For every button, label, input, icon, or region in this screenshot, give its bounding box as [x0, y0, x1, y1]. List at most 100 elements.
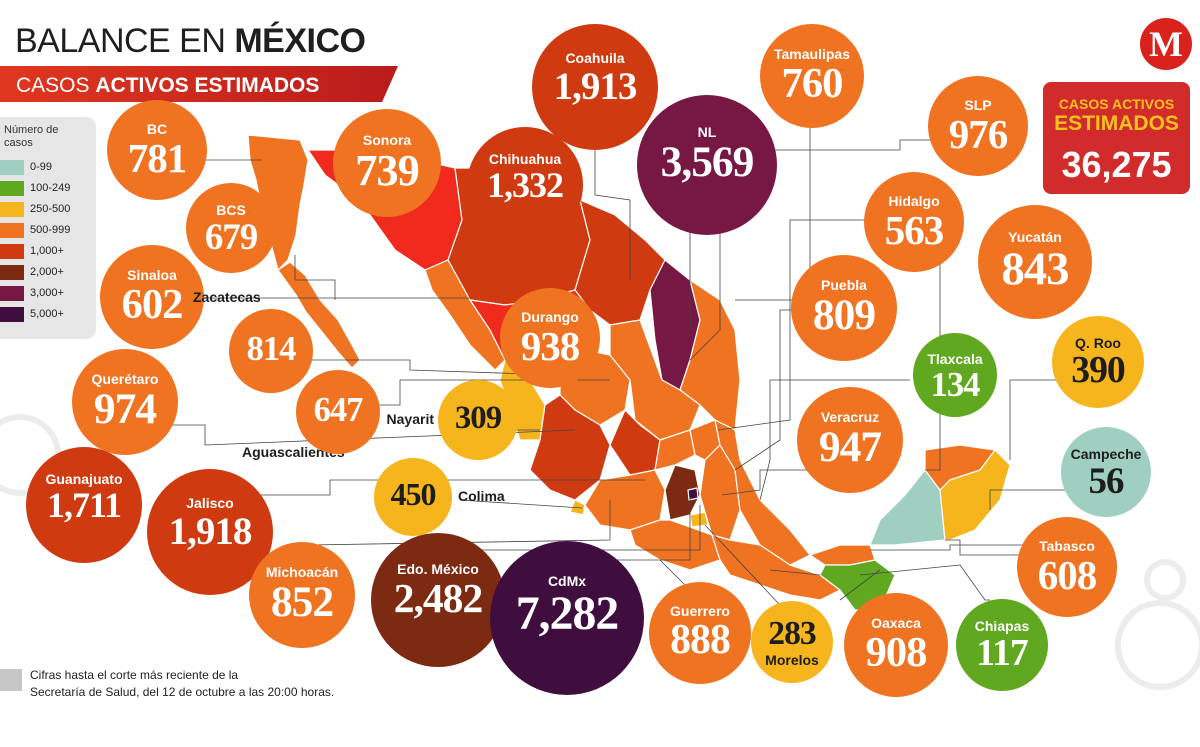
state-name: Q. Roo — [1075, 335, 1121, 352]
state-name: Yucatán — [1008, 228, 1062, 245]
legend-label: 2,000+ — [30, 266, 64, 278]
state-bubble-bc: BC 781 — [107, 100, 207, 200]
state-value: 117 — [976, 632, 1029, 675]
legend-swatch — [0, 201, 24, 217]
total-value: 36,275 — [1061, 144, 1172, 185]
state-value: 908 — [865, 628, 928, 676]
state-name: BCS — [216, 201, 246, 218]
state-value: 309 — [454, 399, 502, 436]
state-value: 3,569 — [660, 138, 755, 187]
state-bubble-tamaulipas: Tamaulipas 760 — [760, 24, 864, 128]
state-bubble-aguascalientes: 647 — [296, 370, 380, 454]
state-bubble-hidalgo: Hidalgo 563 — [864, 172, 964, 272]
footnote-line1: Cifras hasta el corte más reciente de la — [30, 668, 239, 682]
state-bubble-michoacán: Michoacán 852 — [249, 542, 355, 648]
state-name: Chihuahua — [488, 151, 562, 168]
state-value: 852 — [270, 578, 334, 627]
legend-swatch — [0, 180, 24, 196]
state-name: Tlaxcala — [927, 350, 983, 367]
state-name: Tamaulipas — [774, 45, 850, 62]
state-bubble-colima: 450 — [374, 458, 452, 536]
page-subtitle: CASOS ACTIVOS ESTIMADOS — [16, 74, 319, 98]
legend-item: 3,000+ — [0, 285, 64, 301]
state-bubble-puebla: Puebla 809 — [791, 255, 897, 361]
state-bubble-cdmx: CdMx 7,282 — [490, 541, 644, 695]
footnote: Cifras hasta el corte más reciente de la… — [30, 667, 334, 701]
state-value: 450 — [390, 477, 437, 513]
state-bubble-edo-méxico: Edo. México 2,482 — [371, 533, 505, 667]
state-value: 814 — [246, 330, 297, 369]
state-value: 1,332 — [487, 165, 564, 206]
state-name: Campeche — [1070, 445, 1142, 462]
state-name: Durango — [521, 309, 579, 325]
state-name: Chiapas — [974, 618, 1030, 635]
state-name: NL — [697, 124, 717, 141]
state-shape-guerrero — [629, 519, 721, 571]
state-shape-veracruz — [714, 419, 811, 566]
state-shape-queretaro — [654, 429, 696, 471]
state-value: 563 — [884, 207, 945, 253]
legend-label: 3,000+ — [30, 287, 64, 299]
legend-item: 1,000+ — [0, 243, 64, 259]
state-name: Tabasco — [1039, 538, 1095, 554]
state-bubble-tabasco: Tabasco 608 — [1017, 517, 1117, 617]
state-name: BC — [146, 121, 168, 137]
title-light: BALANCE EN — [15, 22, 235, 60]
state-value: 781 — [127, 135, 188, 181]
state-name: SLP — [964, 97, 992, 113]
state-bubble-campeche: Campeche 56 — [1061, 427, 1151, 517]
legend-label: 250-500 — [30, 203, 71, 215]
footnote-marker — [0, 669, 22, 691]
state-bubble-morelos: 283 Morelos — [751, 601, 833, 683]
state-shape-oaxaca — [711, 534, 841, 601]
state-bubble-yucatán: Yucatán 843 — [978, 205, 1092, 319]
state-value: 1,918 — [168, 510, 253, 554]
state-value: 976 — [948, 111, 1009, 157]
state-name: Oaxaca — [871, 614, 921, 631]
legend-label: 0-99 — [30, 161, 53, 173]
legend-item: 5,000+ — [0, 306, 64, 322]
state-value: 888 — [670, 617, 731, 664]
state-bubble-slp: SLP 976 — [928, 76, 1028, 176]
state-bubble-sonora: Sonora 739 — [333, 109, 441, 217]
state-bubble-oaxaca: Oaxaca 908 — [844, 593, 948, 697]
subtitle-bar — [0, 66, 398, 102]
milenio-logo: M — [1140, 18, 1192, 70]
total-label-line1: CASOS ACTIVOS — [1058, 96, 1175, 112]
state-value: 739 — [355, 145, 419, 195]
state-value: 56 — [1088, 459, 1125, 501]
state-value: 134 — [930, 365, 981, 404]
state-bubble-bcs: BCS 679 — [186, 183, 276, 273]
state-bubble-nl: NL 3,569 — [637, 95, 777, 235]
state-name: Jalisco — [186, 495, 234, 512]
footnote-line2: Secretaría de Salud, del 12 de octubre a… — [30, 685, 335, 699]
state-value: 938 — [520, 323, 581, 369]
state-value: 647 — [313, 391, 364, 430]
state-bubble-zacatecas: 814 — [229, 309, 313, 393]
logo-letter: M — [1149, 24, 1183, 64]
legend-item: 500-999 — [0, 222, 70, 238]
state-bubble-coahuila: Coahuila 1,913 — [532, 24, 658, 150]
legend-swatch — [0, 306, 24, 322]
state-bubble-nayarit: 309 — [438, 380, 518, 460]
state-bubble-veracruz: Veracruz 947 — [797, 387, 903, 493]
state-name: Zacatecas — [193, 289, 261, 305]
state-name: Nayarit — [386, 411, 434, 427]
legend-item: 2,000+ — [0, 264, 64, 280]
legend-label: 500-999 — [30, 224, 71, 236]
state-name: Veracruz — [820, 409, 880, 426]
state-bubble-guerrero: Guerrero 888 — [649, 582, 751, 684]
state-name: Sinaloa — [127, 266, 177, 283]
legend-label: 100-249 — [30, 182, 71, 194]
state-name: Guerrero — [670, 603, 730, 620]
state-name: Guanajuato — [45, 471, 123, 488]
state-value: 809 — [812, 291, 876, 340]
state-bubble-durango: Durango 938 — [500, 288, 600, 388]
state-value: 843 — [1001, 242, 1069, 295]
state-shape-cdmx — [687, 487, 699, 501]
state-bubble-tlaxcala: Tlaxcala 134 — [913, 333, 997, 417]
legend: Número de casos 0-99 100-249 250-500 500-99… — [0, 117, 96, 339]
state-name: Hidalgo — [888, 193, 940, 209]
legend-swatch — [0, 159, 24, 175]
state-bubble-chiapas: Chiapas 117 — [956, 599, 1048, 691]
